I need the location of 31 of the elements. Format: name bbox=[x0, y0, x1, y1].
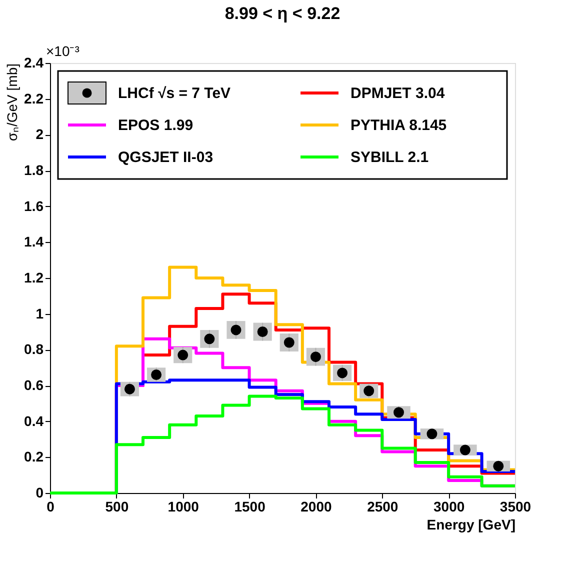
y-tick-label: 1.2 bbox=[24, 270, 44, 286]
x-tick-label: 1500 bbox=[234, 498, 266, 514]
x-tick-label: 3000 bbox=[433, 498, 465, 514]
legend-label: SYBILL 2.1 bbox=[350, 149, 429, 166]
legend-label: DPMJET 3.04 bbox=[350, 85, 446, 102]
y-tick-label: 2.2 bbox=[24, 90, 44, 106]
y-tick-label: 1 bbox=[36, 305, 44, 322]
y-tick-label: 1.8 bbox=[24, 162, 44, 178]
y-tick-label: 0 bbox=[36, 484, 44, 500]
y-tick-label: 1.4 bbox=[24, 234, 44, 250]
x-tick-label: 1000 bbox=[168, 498, 200, 514]
text: ×10⁻³ bbox=[46, 43, 80, 59]
y-tick-label: 0.8 bbox=[24, 341, 44, 358]
legend-label: QGSJET II-03 bbox=[118, 149, 214, 166]
legend-label: PYTHIA 8.145 bbox=[350, 117, 447, 134]
x-tick-label: 3500 bbox=[500, 498, 532, 514]
legend-label: EPOS 1.99 bbox=[118, 117, 194, 134]
chart-title: 8.99 < η < 9.22 bbox=[224, 4, 340, 23]
y-axis-title: σₙ/GeV [mb] bbox=[4, 64, 20, 142]
x-axis-title: Energy [GeV] bbox=[426, 516, 516, 532]
y-tick-label: 0.4 bbox=[24, 412, 44, 429]
y-tick-label: 2 bbox=[36, 126, 44, 142]
y-tick-label: 0.2 bbox=[24, 448, 44, 465]
x-tick-label: 0 bbox=[46, 498, 55, 514]
x-tick-label: 2500 bbox=[367, 498, 398, 514]
y-tick-label: 2.4 bbox=[24, 54, 44, 70]
x-tick-label: 2000 bbox=[300, 498, 332, 514]
legend-label: LHCf √s = 7 TeV bbox=[118, 85, 231, 102]
y-tick-label: 1.6 bbox=[24, 198, 44, 214]
x-tick-label: 500 bbox=[105, 498, 129, 514]
y-tick-label: 0.6 bbox=[24, 377, 44, 393]
